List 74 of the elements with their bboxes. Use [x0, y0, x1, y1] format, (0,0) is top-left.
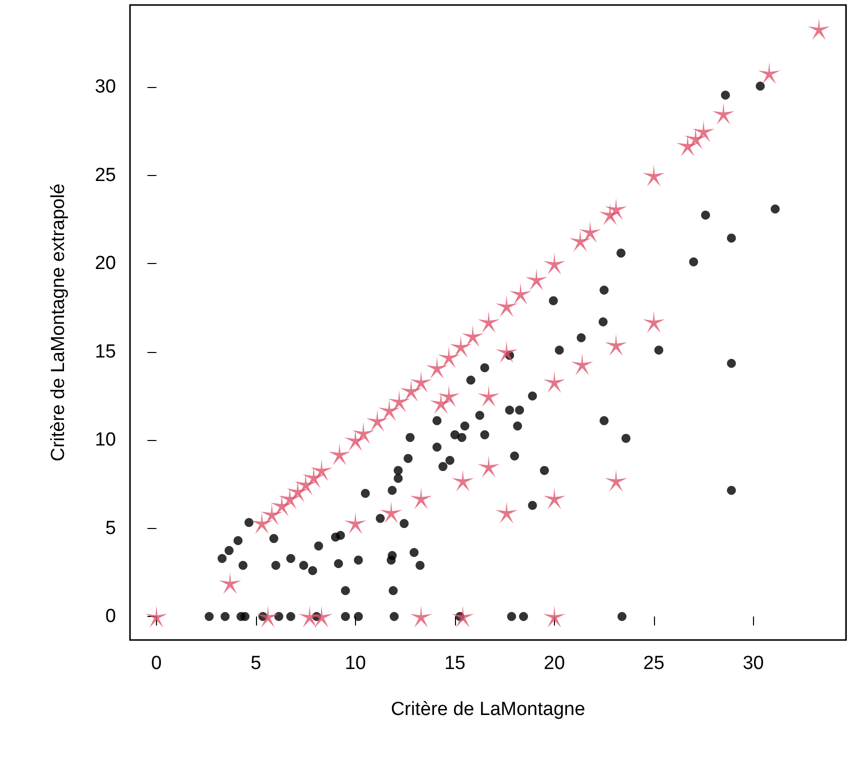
point [808, 18, 830, 40]
point [378, 399, 400, 422]
point [450, 336, 472, 358]
point [410, 487, 432, 510]
point [380, 501, 402, 524]
point [543, 606, 566, 628]
point [712, 102, 734, 125]
point [145, 606, 168, 628]
y-tick-label: 10 [94, 430, 116, 451]
point [256, 606, 279, 628]
point [270, 494, 293, 516]
point [758, 62, 780, 84]
point [328, 443, 350, 466]
point [510, 282, 532, 305]
point [642, 164, 665, 186]
y-tick-label: 25 [94, 164, 116, 186]
point [543, 487, 566, 510]
point [302, 466, 325, 488]
point [426, 356, 448, 379]
point [496, 340, 518, 363]
point [388, 390, 410, 412]
point [543, 370, 566, 393]
point [286, 480, 309, 502]
point [543, 252, 566, 275]
point [605, 198, 628, 220]
point [642, 310, 665, 333]
x-tick-label: 30 [742, 653, 764, 674]
point [310, 459, 333, 482]
point [452, 470, 474, 492]
point [496, 295, 518, 318]
point [525, 268, 548, 291]
point [579, 220, 602, 243]
point [410, 370, 432, 393]
point [462, 324, 484, 347]
point [438, 384, 460, 407]
y-tick-label: 15 [94, 341, 116, 362]
point [676, 134, 699, 156]
x-tick-label: 20 [544, 653, 565, 674]
x-tick-label: 25 [643, 653, 664, 674]
x-axis-title: Critère de LaMontagne [390, 699, 586, 720]
point [298, 606, 321, 628]
point [344, 429, 366, 452]
point [571, 353, 594, 376]
x-tick-label: 5 [250, 653, 262, 674]
point [344, 512, 366, 534]
point [478, 310, 500, 333]
point [250, 512, 273, 534]
point [430, 392, 452, 414]
point [478, 384, 500, 407]
point [410, 606, 432, 628]
point [366, 410, 388, 432]
point [352, 422, 374, 444]
x-tick-label: 0 [151, 653, 162, 674]
point [605, 470, 628, 492]
y-tick-label: 0 [105, 606, 116, 628]
point [605, 334, 628, 356]
y-tick-label: 5 [105, 518, 116, 539]
point [496, 501, 518, 524]
point [452, 606, 474, 628]
x-tick-label: 10 [344, 653, 366, 674]
x-tick-label: 15 [444, 653, 466, 674]
point [219, 572, 242, 594]
point [438, 346, 460, 368]
y-tick-label: 20 [94, 253, 116, 274]
point [278, 487, 301, 510]
point [692, 120, 715, 142]
point [294, 473, 317, 496]
point [400, 380, 422, 402]
y-tick-label: 30 [94, 76, 116, 98]
point [310, 606, 333, 628]
point [260, 503, 283, 526]
point [569, 230, 592, 252]
y-axis-title: Critère de LaMontagne extrapolé [48, 184, 69, 462]
point [478, 456, 500, 478]
